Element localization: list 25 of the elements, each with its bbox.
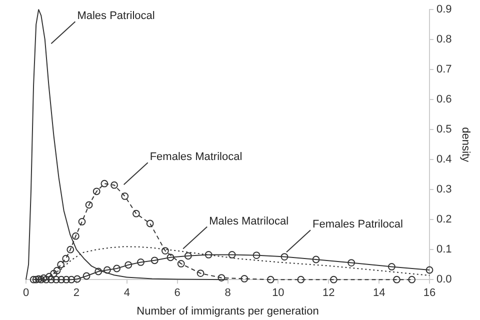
x-tick-label: 10 — [272, 287, 284, 300]
y-tick-label: 0.8 — [436, 34, 452, 46]
annotation: Females Matrilocal — [150, 151, 242, 164]
x-tick-label: 4 — [124, 287, 130, 300]
x-tick-label: 16 — [423, 287, 436, 300]
y-tick-label: 0.7 — [436, 64, 452, 76]
y-axis-title: density — [459, 127, 472, 163]
x-tick-label: 12 — [322, 287, 335, 300]
x-tick-label: 14 — [372, 287, 386, 300]
y-tick-label: 0.1 — [436, 244, 452, 256]
y-tick-label: 0.6 — [436, 94, 452, 106]
y-tick-label: 0.3 — [436, 184, 452, 196]
annotation: Females Patrilocal — [312, 218, 403, 231]
x-axis-title: Number of immigrants per generation — [136, 305, 319, 318]
y-tick-label: 0.5 — [436, 124, 452, 136]
y-tick-label: 0.2 — [436, 214, 452, 226]
x-tick-label: 6 — [174, 287, 180, 300]
x-tick-label: 0 — [22, 287, 30, 300]
x-tick-label: 2 — [73, 287, 80, 300]
y-tick-label: 0.4 — [436, 154, 452, 166]
annotation: Males Matrilocal — [209, 215, 289, 228]
y-tick-label: 0.9 — [436, 4, 452, 16]
x-tick-label: 8 — [224, 287, 231, 300]
y-tick-label: 0.0 — [436, 274, 452, 286]
annotation: Males Patrilocal — [77, 10, 155, 22]
